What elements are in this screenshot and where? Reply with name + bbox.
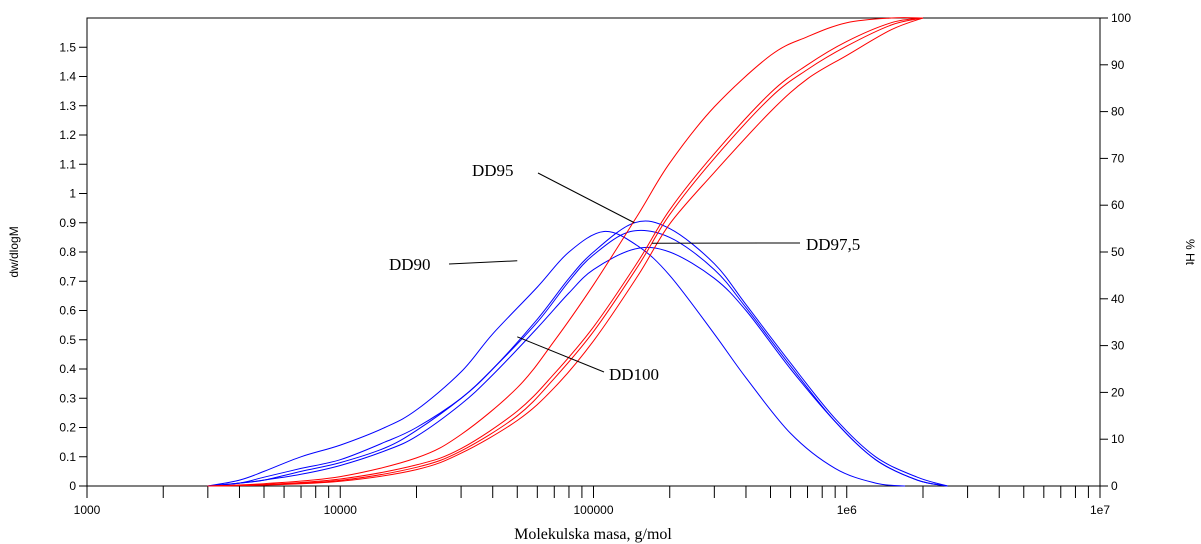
distribution-curve-3	[207, 229, 948, 487]
y2-tick-label: 50	[1111, 245, 1125, 259]
y-tick-label: 0.7	[59, 274, 76, 288]
y2-tick-label: 30	[1111, 339, 1125, 353]
y-tick-label: 1.1	[59, 157, 76, 171]
y2-tick-label: 20	[1111, 385, 1125, 399]
annotation-label: DD95	[472, 161, 514, 180]
y2-tick-label: 90	[1111, 58, 1125, 72]
annotation-leader-line	[448, 260, 518, 265]
y2-tick-label: 70	[1111, 151, 1125, 165]
y-tick-label: 0.4	[59, 362, 76, 376]
y-tick-label: 1.4	[59, 70, 76, 84]
y-tick-label: 1	[69, 187, 76, 201]
cumulative-curve-8	[207, 17, 924, 487]
x-tick-label: 1e6	[837, 503, 857, 517]
x-tick-label: 100000	[573, 503, 613, 517]
distribution-curve-4	[207, 246, 948, 487]
series-layer	[207, 17, 948, 487]
y2-axis-tick-labels: 0 10 20 30 40 50 60 70 80 90 100	[1111, 11, 1131, 493]
y-tick-label: 0.8	[59, 245, 76, 259]
y-tick-label: 0.9	[59, 216, 76, 230]
y2-tick-label: 40	[1111, 292, 1125, 306]
y-tick-label: 0.5	[59, 333, 76, 347]
y-tick-label: 0.2	[59, 421, 76, 435]
y-axis-ticks	[79, 46, 87, 487]
cumulative-curve-7	[207, 17, 924, 487]
y-tick-label: 0.3	[59, 391, 76, 405]
y2-tick-label: 10	[1111, 432, 1125, 446]
y2-tick-label: 0	[1111, 479, 1118, 493]
annotation-label: DD90	[389, 255, 431, 274]
y-tick-label: 1.3	[59, 99, 76, 113]
y-tick-label: 1.2	[59, 128, 76, 142]
y-tick-label: 0.1	[59, 450, 76, 464]
y-tick-label: 0.6	[59, 304, 76, 318]
cumulative-curve-6	[207, 17, 924, 487]
y-axis-title: dw/dlogM	[7, 226, 21, 277]
annotation-leader-line	[537, 172, 635, 224]
y2-axis-title: % Ht	[1183, 239, 1197, 266]
x-axis-title: Molekulska masa, g/mol	[514, 526, 672, 543]
x-axis-tick-labels: 1000 10000 100000 1e6 1e7	[74, 503, 1111, 517]
y-tick-label: 1.5	[59, 40, 76, 54]
distribution-curve-1	[207, 230, 906, 487]
x-tick-label: 1000	[74, 503, 101, 517]
distribution-curve-2	[207, 220, 948, 487]
y2-tick-label: 60	[1111, 198, 1125, 212]
x-axis-ticks	[86, 486, 1101, 498]
y2-tick-label: 100	[1111, 11, 1131, 25]
cumulative-curve-5	[207, 17, 924, 487]
annotation-label: DD100	[609, 365, 659, 384]
x-tick-label: 10000	[324, 503, 358, 517]
y2-tick-label: 80	[1111, 105, 1125, 119]
annotation-layer: DD95 DD90 DD97,5 DD100	[389, 161, 860, 384]
annotation-label: DD97,5	[806, 235, 860, 254]
y2-axis-ticks	[1100, 17, 1108, 487]
y-axis-tick-labels: 0 0.1 0.2 0.3 0.4 0.5 0.6 0.7 0.8 0.9 1 1.1 1.2 1.3 1.…	[59, 40, 76, 493]
annotation-leader-line	[517, 336, 605, 373]
x-tick-label: 1e7	[1090, 503, 1110, 517]
y-tick-label: 0	[69, 479, 76, 493]
